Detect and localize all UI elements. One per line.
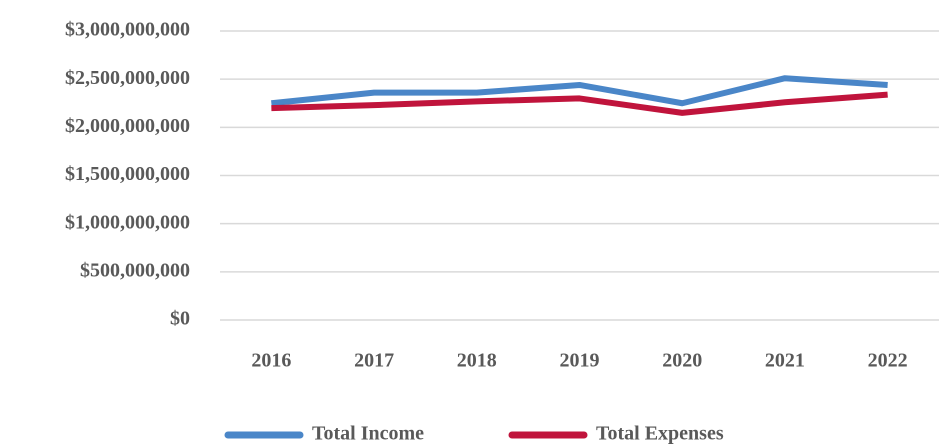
y-tick-label: $1,000,000,000 [65, 211, 190, 233]
y-tick-label: $2,500,000,000 [65, 67, 190, 89]
x-tick-label: 2018 [457, 350, 497, 372]
x-tick-label: 2021 [765, 350, 805, 372]
y-tick-label: $1,500,000,000 [65, 163, 190, 185]
y-tick-label: $500,000,000 [80, 259, 190, 281]
y-tick-label: $3,000,000,000 [65, 19, 190, 41]
legend-label: Total Expenses [596, 423, 724, 445]
x-tick-label: 2020 [662, 350, 702, 372]
legend-label: Total Income [312, 423, 424, 445]
series-line [271, 75, 888, 107]
x-tick-label: 2019 [560, 350, 600, 372]
x-tick-label: 2016 [251, 350, 291, 372]
x-tick-label: 2017 [354, 350, 394, 372]
series-line [271, 91, 888, 116]
y-tick-label: $0 [170, 308, 190, 330]
y-tick-label: $2,000,000,000 [65, 115, 190, 137]
x-tick-label: 2022 [868, 350, 908, 372]
